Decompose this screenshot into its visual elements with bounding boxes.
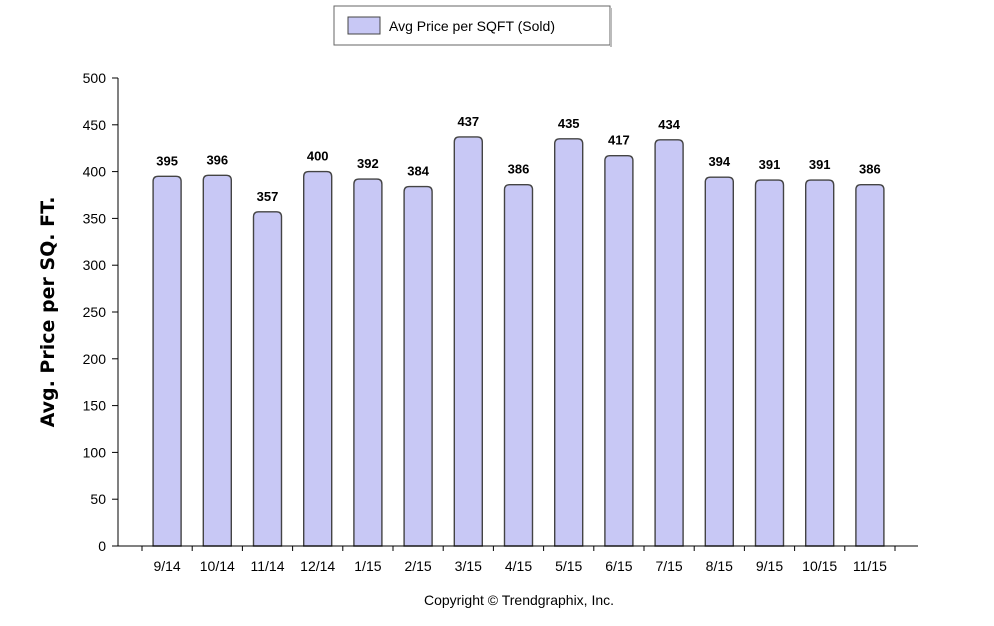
x-tick-label: 5/15 bbox=[555, 558, 582, 574]
legend: Avg Price per SQFT (Sold) bbox=[333, 5, 612, 47]
bar bbox=[152, 175, 182, 547]
bar bbox=[252, 211, 283, 547]
y-tick-label: 0 bbox=[98, 538, 106, 554]
bar bbox=[403, 185, 433, 547]
bar-value-label: 395 bbox=[156, 153, 178, 168]
data-labels: 395 396 357 400 392 384 437 386 435 417 434 394 391 3… bbox=[156, 114, 881, 204]
bar bbox=[604, 154, 634, 547]
y-tick-label: 400 bbox=[83, 164, 107, 180]
x-tick-label: 2/15 bbox=[404, 558, 431, 574]
bar-value-label: 386 bbox=[508, 162, 530, 177]
bar bbox=[554, 138, 584, 547]
x-tick-label: 10/15 bbox=[802, 558, 837, 574]
bar-value-label: 437 bbox=[457, 114, 479, 129]
y-axis-label: Avg. Price per SQ. FT. bbox=[37, 197, 59, 428]
x-tick-label: 10/14 bbox=[200, 558, 235, 574]
legend-swatch bbox=[347, 16, 381, 35]
x-tick-label: 9/15 bbox=[756, 558, 783, 574]
bar bbox=[503, 184, 534, 547]
bar-value-label: 386 bbox=[859, 162, 881, 177]
bars bbox=[152, 136, 885, 547]
bar bbox=[453, 136, 483, 547]
x-tick-label: 1/15 bbox=[354, 558, 381, 574]
legend-label: Avg Price per SQFT (Sold) bbox=[389, 18, 555, 34]
x-tick-label: 11/15 bbox=[853, 558, 887, 574]
y-tick-label: 50 bbox=[90, 491, 106, 507]
x-axis-ticks: 9/14 10/14 11/14 12/14 1/15 2/15 3/15 4/15 5/15 6… bbox=[141, 546, 896, 574]
bar-value-label: 392 bbox=[357, 156, 379, 171]
x-tick-label: 4/15 bbox=[505, 558, 532, 574]
bar bbox=[353, 178, 383, 547]
bar-value-label: 435 bbox=[558, 116, 580, 131]
y-tick-label: 500 bbox=[83, 70, 107, 86]
bar-value-label: 400 bbox=[307, 149, 329, 164]
x-tick-label: 6/15 bbox=[605, 558, 632, 574]
bar bbox=[704, 176, 734, 547]
bar-value-label: 434 bbox=[658, 117, 680, 132]
bar-value-label: 391 bbox=[759, 157, 781, 172]
y-tick-label: 200 bbox=[83, 351, 107, 367]
bar-value-label: 357 bbox=[257, 189, 279, 204]
legend-box-shadow bbox=[610, 8, 612, 47]
bar-value-label: 417 bbox=[608, 133, 630, 148]
bar bbox=[805, 179, 835, 547]
x-tick-label: 12/14 bbox=[300, 558, 335, 574]
x-tick-label: 9/14 bbox=[153, 558, 180, 574]
bar bbox=[202, 174, 232, 547]
y-axis-ticks: 0 50 100 150 200 250 300 350 400 450 500 bbox=[83, 70, 118, 554]
bar-value-label: 394 bbox=[708, 154, 730, 169]
y-tick-label: 150 bbox=[83, 398, 107, 414]
bar-value-label: 391 bbox=[809, 157, 831, 172]
x-tick-label: 7/15 bbox=[655, 558, 682, 574]
bar bbox=[855, 184, 885, 547]
bar-value-label: 396 bbox=[206, 152, 228, 167]
y-tick-label: 250 bbox=[83, 304, 107, 320]
x-tick-label: 11/14 bbox=[251, 558, 285, 574]
bar bbox=[654, 139, 684, 547]
y-tick-label: 300 bbox=[83, 257, 107, 273]
x-tick-label: 8/15 bbox=[706, 558, 733, 574]
y-tick-label: 100 bbox=[83, 444, 107, 460]
bar bbox=[303, 170, 333, 547]
bar bbox=[754, 179, 785, 547]
copyright-text: Copyright © Trendgraphix, Inc. bbox=[424, 592, 614, 608]
x-tick-label: 3/15 bbox=[455, 558, 482, 574]
y-tick-label: 450 bbox=[83, 117, 107, 133]
bar-value-label: 384 bbox=[407, 164, 429, 179]
y-tick-label: 350 bbox=[83, 210, 107, 226]
